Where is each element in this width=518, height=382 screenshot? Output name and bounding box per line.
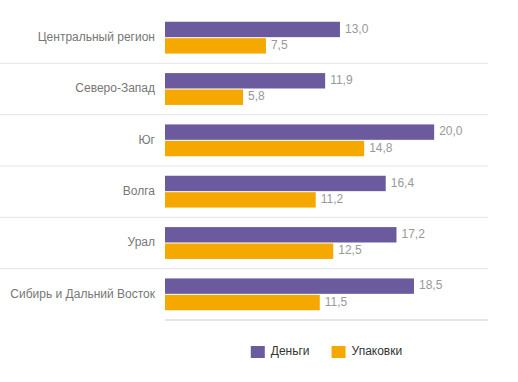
- data-label: 14,8: [369, 141, 393, 155]
- legend-swatch: [332, 346, 346, 358]
- bars: [165, 22, 434, 310]
- legend: Деньги Упаковки: [251, 344, 402, 358]
- data-label: 11,9: [330, 73, 353, 87]
- bar: [165, 295, 320, 310]
- data-label: 11,2: [321, 192, 344, 206]
- group-separator: [0, 268, 488, 269]
- bar: [165, 244, 333, 259]
- data-label: 12,5: [338, 243, 362, 257]
- category-label: Сибирь и Дальний Восток: [10, 287, 155, 301]
- bar: [165, 227, 396, 242]
- data-label: 18,5: [419, 278, 443, 292]
- bar: [165, 141, 364, 156]
- data-label: 11,5: [325, 295, 348, 309]
- bar: [165, 192, 316, 207]
- group-separator: [0, 63, 488, 64]
- data-label: 20,0: [439, 124, 463, 138]
- bar: [165, 278, 414, 293]
- labels: Центральный регион 13,0 7,5 Северо-Запад 11,…: [10, 22, 462, 309]
- bar: [165, 176, 386, 191]
- legend-label: Деньги: [271, 344, 310, 358]
- category-label: Волга: [123, 184, 156, 198]
- category-label: Северо-Запад: [75, 81, 155, 95]
- data-label: 17,2: [401, 227, 425, 241]
- category-label: Юг: [139, 133, 156, 147]
- legend-item: Упаковки: [332, 344, 403, 358]
- bar: [165, 90, 243, 105]
- bar: [165, 22, 340, 37]
- category-label: Урал: [128, 235, 155, 249]
- bar: [165, 73, 325, 88]
- group-separator: [0, 166, 488, 167]
- data-label: 13,0: [345, 22, 369, 36]
- group-separator: [0, 114, 488, 115]
- data-label: 7,5: [271, 38, 288, 52]
- category-label: Центральный регион: [38, 30, 155, 44]
- chart-container: Центральный регион 13,0 7,5 Северо-Запад 11,…: [0, 0, 518, 382]
- legend-swatch: [251, 346, 265, 358]
- legend-item: Деньги: [251, 344, 310, 358]
- bar: [165, 124, 434, 139]
- data-label: 5,8: [248, 89, 265, 103]
- group-separator: [0, 217, 488, 218]
- chart-svg: Центральный регион 13,0 7,5 Северо-Запад 11,…: [0, 0, 518, 382]
- x-axis-line: [165, 320, 488, 321]
- legend-label: Упаковки: [352, 344, 403, 358]
- bar: [165, 38, 266, 53]
- data-label: 16,4: [391, 176, 415, 190]
